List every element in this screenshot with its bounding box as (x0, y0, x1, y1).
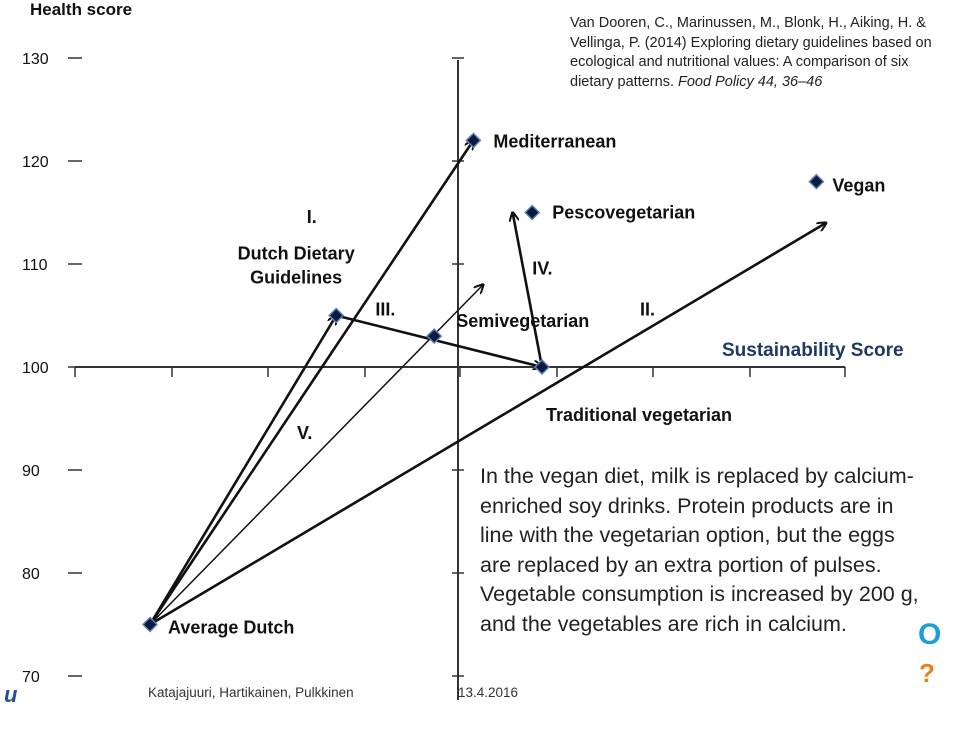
arrow-ii (149, 223, 826, 626)
footer-authors: Katajajuuri, Hartikainen, Pulkkinen (148, 685, 354, 700)
x-axis-title: Sustainability Score (722, 340, 904, 361)
arrow-iv (513, 213, 544, 368)
point-average-dutch (141, 616, 159, 633)
y-axis-title: Health score (30, 0, 133, 19)
citation: Van Dooren, C., Marinussen, M., Blonk, H… (570, 14, 945, 92)
y-tick-label: 90 (22, 463, 40, 480)
arrow-label-iv: IV. (532, 258, 552, 278)
point-vegan (808, 173, 825, 190)
label-traditional-vegetarian: Traditional vegetarian (546, 405, 732, 425)
point-dutch-dietary-guidelines (328, 307, 345, 324)
footer-date: 13.4.2016 (458, 685, 519, 700)
citation-journal: Food Policy 44, 36–46 (678, 73, 823, 90)
point-semivegetarian (426, 328, 443, 345)
label-semivegetarian: Semivegetarian (456, 311, 589, 331)
y-tick-label: 120 (22, 154, 49, 171)
label-vegan: Vegan (832, 176, 885, 196)
citation-authors: Van Dooren, C., Marinussen, M., Blonk, H… (570, 15, 932, 90)
brand-logo-bottom: ? (919, 658, 935, 688)
y-tick-label: 80 (22, 566, 40, 583)
label-pescovegetarian: Pescovegetarian (552, 203, 695, 223)
point-traditional-vegetarian (533, 358, 551, 376)
label-average-dutch: Average Dutch (168, 618, 294, 638)
arrow-i (148, 140, 473, 626)
university-logo: u (4, 682, 18, 707)
y-tick-label: 130 (22, 51, 49, 68)
label-mediterranean: Mediterranean (493, 131, 616, 151)
y-tick-label: 70 (22, 669, 40, 686)
y-tick-label: 110 (22, 257, 48, 274)
label-dutch-dietary-guidelines: Dutch Dietary Guidelines (238, 244, 355, 288)
point-pescovegetarian (524, 204, 541, 221)
arrow-v (149, 285, 483, 626)
point-mediterranean (465, 132, 482, 149)
arrow-label-iii: III. (375, 300, 395, 320)
arrow-label-ii: II. (640, 300, 655, 320)
arrow-aux (148, 316, 336, 626)
vegan-note: In the vegan diet, milk is replaced by c… (480, 462, 920, 639)
arrow-label-i: I. (307, 207, 317, 227)
brand-logo-top: O (918, 618, 942, 651)
arrow-iii (335, 314, 542, 368)
y-tick-label: 100 (22, 360, 49, 377)
arrow-label-v: V. (297, 423, 312, 443)
